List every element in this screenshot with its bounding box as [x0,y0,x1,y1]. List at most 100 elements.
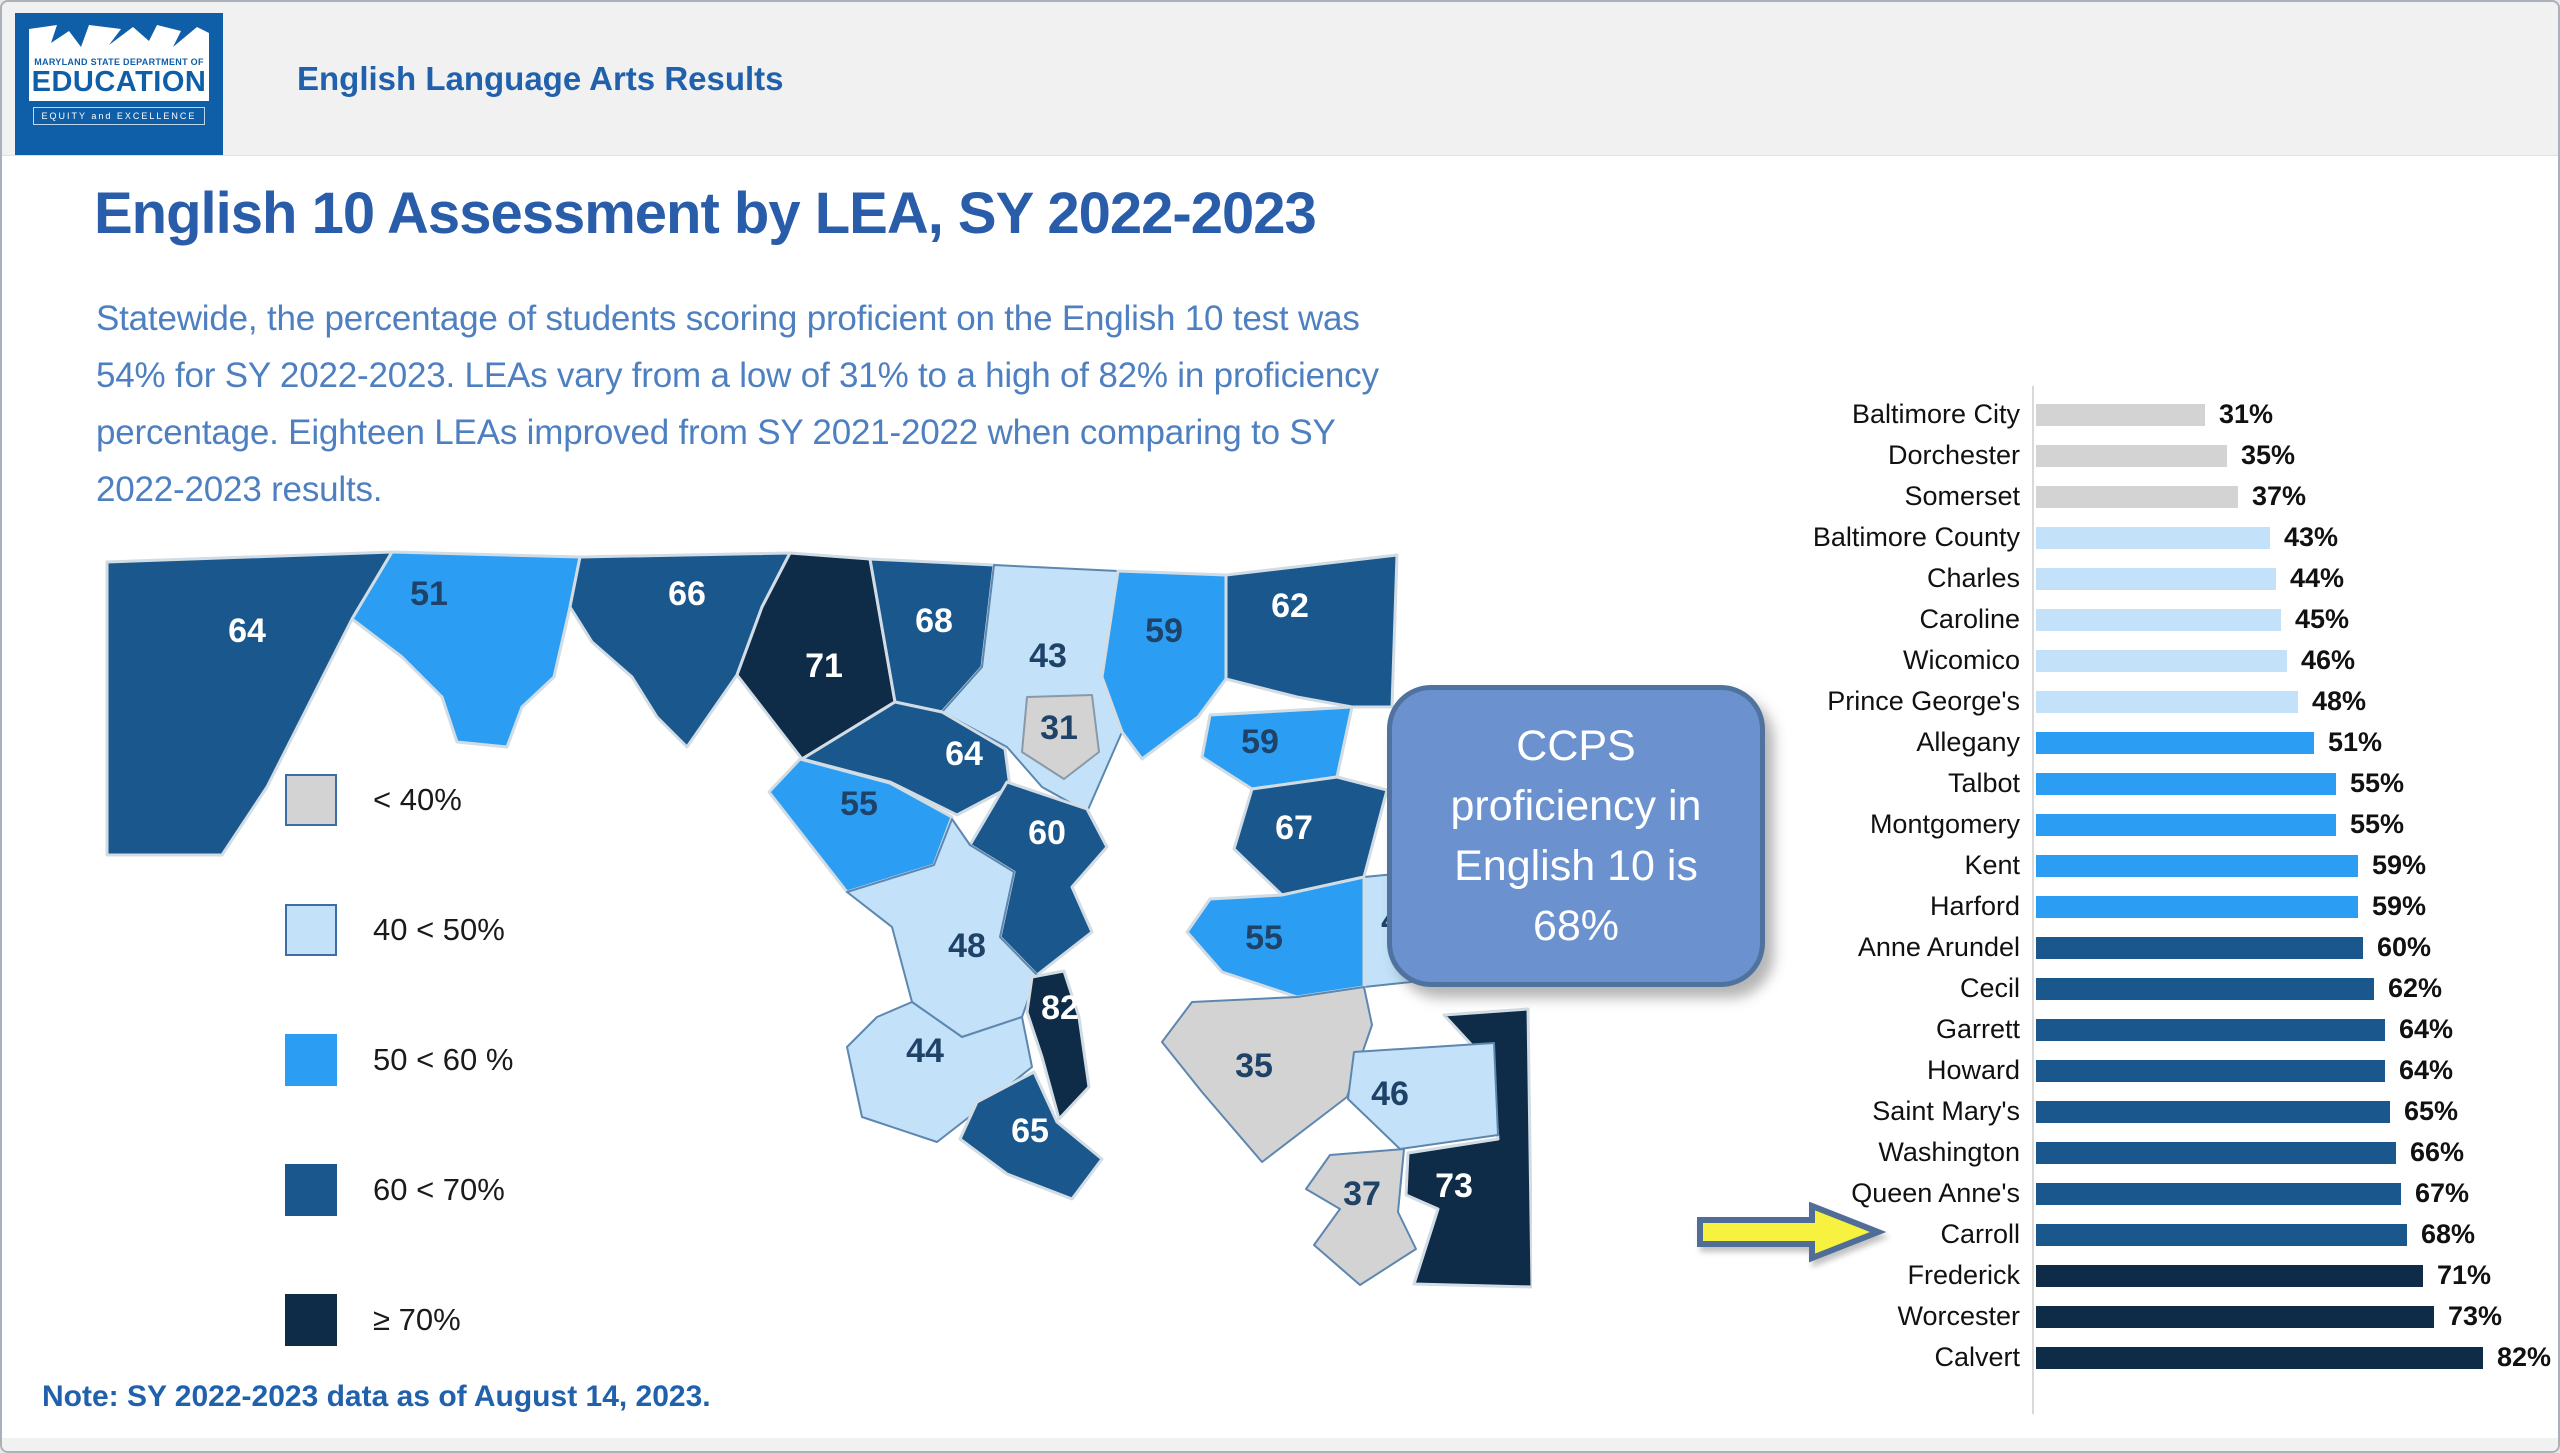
map-legend: < 40% 40 < 50% 50 < 60 % 60 < 70% ≥ 70% [285,774,513,1424]
map-county-value-queen-anne-s: 67 [1275,809,1313,847]
bar-label: Somerset [1904,481,2020,511]
bar-label: Harford [1929,891,2020,921]
bar-row-howard: Howard 64% [1792,1050,2558,1091]
bar [2036,813,2336,836]
bar-value: 44% [2290,563,2345,593]
bar-value: 43% [2284,522,2339,552]
map-county-value-talbot: 55 [1245,919,1283,957]
map-county-value-allegany: 51 [410,575,448,613]
msde-logo: MARYLAND STATE DEPARTMENT OF EDUCATION E… [15,13,223,155]
legend-item-40-50: 40 < 50% [285,904,513,956]
bar-row-garrett: Garrett 64% [1792,1009,2558,1050]
map-county-value-frederick: 71 [805,647,843,685]
map-county-value-dorchester: 35 [1235,1047,1273,1085]
map-county-value-worcester: 73 [1435,1167,1473,1205]
callout-line: English 10 is [1454,842,1698,890]
legend-item-40: < 40% [285,774,513,826]
legend-swatch [285,904,337,956]
map-county-value-wicomico: 46 [1371,1075,1409,1113]
map-county-cecil [1224,553,1399,709]
map-county-charles [846,1001,1033,1143]
bar-value: 82% [2497,1342,2552,1372]
bar-label: Saint Mary's [1872,1096,2020,1126]
map-county-value-anne-arundel: 60 [1028,814,1066,852]
bar [2036,1182,2401,1205]
bar-label: Howard [1926,1055,2020,1085]
bar-label: Baltimore City [1851,399,2020,429]
bar-value: 64% [2399,1014,2454,1044]
bar-label: Calvert [1934,1342,2020,1372]
bar-row-baltimore-city: Baltimore City 31% [1792,394,2558,435]
bar [2036,526,2270,549]
legend-swatch [285,1034,337,1086]
map-county-allegany [350,550,582,749]
bar-row-queen-anne-s: Queen Anne's 67% [1792,1173,2558,1214]
bar-row-kent: Kent 59% [1792,845,2558,886]
bar-label: Garrett [1935,1014,2020,1044]
map-county-value-kent: 59 [1241,723,1279,761]
bar-row-somerset: Somerset 37% [1792,476,2558,517]
map-county-dorchester [1161,986,1373,1163]
bar [2036,403,2205,426]
bar-row-anne-arundel: Anne Arundel 60% [1792,927,2558,968]
bar-row-charles: Charles 44% [1792,558,2558,599]
bar-value: 60% [2377,932,2432,962]
bar-value: 37% [2252,481,2307,511]
legend-swatch [285,1294,337,1346]
bar [2036,1059,2385,1082]
bar-value: 31% [2219,399,2274,429]
bar-value: 55% [2350,809,2405,839]
map-county-calvert [1025,969,1091,1121]
bar-row-harford: Harford 59% [1792,886,2558,927]
map-county-value-cecil: 62 [1271,587,1309,625]
bar [2036,854,2358,877]
lea-bar-chart: Baltimore City 31% Dorchester 35% Somerset 37… [1792,386,2558,1414]
bar [2036,567,2276,590]
bar-label: Kent [1964,850,2020,880]
map-county-talbot [1185,875,1366,999]
bar-value: 73% [2448,1301,2503,1331]
map-county-value-montgomery: 55 [840,785,878,823]
bar-row-montgomery: Montgomery 55% [1792,804,2558,845]
logo-line1: MARYLAND STATE DEPARTMENT OF [34,57,204,67]
bar-value: 65% [2404,1096,2459,1126]
legend-label: 50 < 60 % [373,1042,514,1077]
bar-label: Montgomery [1869,809,2020,839]
bar-value: 66% [2410,1137,2465,1167]
bar-value: 62% [2388,973,2443,1003]
bar [2036,444,2227,467]
bar-label: Anne Arundel [1857,932,2020,962]
map-county-value-harford: 59 [1145,612,1183,650]
bar-label: Charles [1926,563,2020,593]
map-county-value-somerset: 37 [1343,1175,1381,1213]
map-county-somerset [1305,1148,1417,1286]
legend-item-50-60: 50 < 60 % [285,1034,513,1086]
bar-row-prince-george-s: Prince George's 48% [1792,681,2558,722]
bar-label: Cecil [1959,973,2020,1003]
footer-strip [2,1438,2558,1451]
map-county-value-baltimore-city: 31 [1040,709,1078,747]
bar [2036,936,2363,959]
bar-label: Wicomico [1902,645,2020,675]
map-county-value-washington: 66 [668,575,706,613]
bar [2036,772,2336,795]
map-county-value-calvert: 82 [1041,989,1079,1027]
callout-line: proficiency in [1450,782,1702,830]
header-band: English Language Arts Results [2,2,2558,156]
bar-label: Prince George's [1827,686,2020,716]
bar-row-allegany: Allegany 51% [1792,722,2558,763]
bar-value: 51% [2328,727,2383,757]
bar-value: 35% [2241,440,2296,470]
bar-value: 48% [2312,686,2367,716]
bar-value: 64% [2399,1055,2454,1085]
map-county-value-carroll: 68 [915,602,953,640]
bar [2036,1264,2423,1287]
bar [2036,1223,2407,1246]
maryland-choropleth-map: 6451667168435962645560484482655967455573… [102,547,1534,1347]
bar-value: 59% [2372,850,2427,880]
bar-label: Carroll [1940,1219,2020,1249]
bar-label: Dorchester [1887,440,2020,470]
bar [2036,1305,2434,1328]
bar-row-baltimore-county: Baltimore County 43% [1792,517,2558,558]
